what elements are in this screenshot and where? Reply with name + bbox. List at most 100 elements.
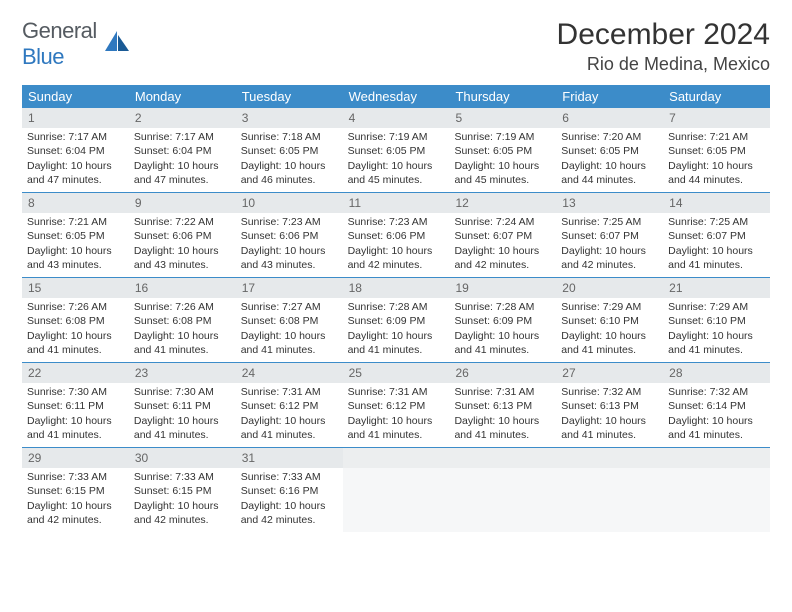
calendar-day: 14Sunrise: 7:25 AMSunset: 6:07 PMDayligh… [663, 193, 770, 277]
sunrise-line: Sunrise: 7:31 AM [241, 385, 338, 399]
day-details: Sunrise: 7:29 AMSunset: 6:10 PMDaylight:… [663, 298, 770, 362]
day-details: Sunrise: 7:23 AMSunset: 6:06 PMDaylight:… [236, 213, 343, 277]
calendar: SundayMondayTuesdayWednesdayThursdayFrid… [22, 85, 770, 532]
daylight-line: Daylight: 10 hours and 44 minutes. [561, 159, 658, 187]
daylight-line: Daylight: 10 hours and 47 minutes. [134, 159, 231, 187]
day-details: Sunrise: 7:31 AMSunset: 6:12 PMDaylight:… [343, 383, 450, 447]
calendar-day: 13Sunrise: 7:25 AMSunset: 6:07 PMDayligh… [556, 193, 663, 277]
sunrise-line: Sunrise: 7:17 AM [27, 130, 124, 144]
day-number: 5 [449, 108, 556, 128]
daylight-line: Daylight: 10 hours and 43 minutes. [27, 244, 124, 272]
sunset-line: Sunset: 6:08 PM [134, 314, 231, 328]
calendar-day: 15Sunrise: 7:26 AMSunset: 6:08 PMDayligh… [22, 278, 129, 362]
sunrise-line: Sunrise: 7:23 AM [348, 215, 445, 229]
day-details: Sunrise: 7:19 AMSunset: 6:05 PMDaylight:… [449, 128, 556, 192]
day-number: 19 [449, 278, 556, 298]
sunset-line: Sunset: 6:07 PM [668, 229, 765, 243]
day-details: Sunrise: 7:17 AMSunset: 6:04 PMDaylight:… [129, 128, 236, 192]
day-details: Sunrise: 7:20 AMSunset: 6:05 PMDaylight:… [556, 128, 663, 192]
day-number: 2 [129, 108, 236, 128]
day-details: Sunrise: 7:26 AMSunset: 6:08 PMDaylight:… [22, 298, 129, 362]
daylight-line: Daylight: 10 hours and 41 minutes. [348, 414, 445, 442]
calendar-day: 26Sunrise: 7:31 AMSunset: 6:13 PMDayligh… [449, 363, 556, 447]
sunset-line: Sunset: 6:04 PM [27, 144, 124, 158]
day-number: 13 [556, 193, 663, 213]
sunset-line: Sunset: 6:06 PM [348, 229, 445, 243]
day-number: 22 [22, 363, 129, 383]
sunrise-line: Sunrise: 7:33 AM [134, 470, 231, 484]
day-number: 4 [343, 108, 450, 128]
calendar-day: 16Sunrise: 7:26 AMSunset: 6:08 PMDayligh… [129, 278, 236, 362]
daylight-line: Daylight: 10 hours and 43 minutes. [241, 244, 338, 272]
day-number: 8 [22, 193, 129, 213]
daylight-line: Daylight: 10 hours and 41 minutes. [668, 244, 765, 272]
day-number: 27 [556, 363, 663, 383]
sunset-line: Sunset: 6:12 PM [241, 399, 338, 413]
calendar-day: 20Sunrise: 7:29 AMSunset: 6:10 PMDayligh… [556, 278, 663, 362]
daylight-line: Daylight: 10 hours and 43 minutes. [134, 244, 231, 272]
sunset-line: Sunset: 6:13 PM [454, 399, 551, 413]
day-details: Sunrise: 7:17 AMSunset: 6:04 PMDaylight:… [22, 128, 129, 192]
calendar-week: 29Sunrise: 7:33 AMSunset: 6:15 PMDayligh… [22, 448, 770, 532]
calendar-day: 25Sunrise: 7:31 AMSunset: 6:12 PMDayligh… [343, 363, 450, 447]
calendar-day: 27Sunrise: 7:32 AMSunset: 6:13 PMDayligh… [556, 363, 663, 447]
day-number: 3 [236, 108, 343, 128]
day-number: 16 [129, 278, 236, 298]
calendar-day: 22Sunrise: 7:30 AMSunset: 6:11 PMDayligh… [22, 363, 129, 447]
calendar-day: 23Sunrise: 7:30 AMSunset: 6:11 PMDayligh… [129, 363, 236, 447]
sunrise-line: Sunrise: 7:28 AM [454, 300, 551, 314]
sunrise-line: Sunrise: 7:30 AM [27, 385, 124, 399]
day-details: Sunrise: 7:31 AMSunset: 6:13 PMDaylight:… [449, 383, 556, 447]
day-number: 9 [129, 193, 236, 213]
daylight-line: Daylight: 10 hours and 42 minutes. [27, 499, 124, 527]
calendar-week: 15Sunrise: 7:26 AMSunset: 6:08 PMDayligh… [22, 278, 770, 363]
daylight-line: Daylight: 10 hours and 41 minutes. [134, 414, 231, 442]
daylight-line: Daylight: 10 hours and 45 minutes. [348, 159, 445, 187]
sunrise-line: Sunrise: 7:18 AM [241, 130, 338, 144]
day-number: 7 [663, 108, 770, 128]
sunset-line: Sunset: 6:15 PM [134, 484, 231, 498]
sunset-line: Sunset: 6:05 PM [27, 229, 124, 243]
calendar-day: 6Sunrise: 7:20 AMSunset: 6:05 PMDaylight… [556, 108, 663, 192]
sunrise-line: Sunrise: 7:19 AM [454, 130, 551, 144]
sunrise-line: Sunrise: 7:23 AM [241, 215, 338, 229]
calendar-day: 10Sunrise: 7:23 AMSunset: 6:06 PMDayligh… [236, 193, 343, 277]
calendar-day: 29Sunrise: 7:33 AMSunset: 6:15 PMDayligh… [22, 448, 129, 532]
day-details: Sunrise: 7:21 AMSunset: 6:05 PMDaylight:… [663, 128, 770, 192]
daylight-line: Daylight: 10 hours and 42 minutes. [348, 244, 445, 272]
daylight-line: Daylight: 10 hours and 42 minutes. [241, 499, 338, 527]
sunset-line: Sunset: 6:07 PM [454, 229, 551, 243]
weekday-header-cell: Tuesday [236, 85, 343, 108]
sunset-line: Sunset: 6:09 PM [348, 314, 445, 328]
daylight-line: Daylight: 10 hours and 47 minutes. [27, 159, 124, 187]
sunrise-line: Sunrise: 7:24 AM [454, 215, 551, 229]
calendar-day: 18Sunrise: 7:28 AMSunset: 6:09 PMDayligh… [343, 278, 450, 362]
sunset-line: Sunset: 6:16 PM [241, 484, 338, 498]
sunrise-line: Sunrise: 7:29 AM [668, 300, 765, 314]
sunrise-line: Sunrise: 7:19 AM [348, 130, 445, 144]
day-details: Sunrise: 7:27 AMSunset: 6:08 PMDaylight:… [236, 298, 343, 362]
daylight-line: Daylight: 10 hours and 45 minutes. [454, 159, 551, 187]
sunrise-line: Sunrise: 7:25 AM [561, 215, 658, 229]
daylight-line: Daylight: 10 hours and 42 minutes. [134, 499, 231, 527]
calendar-day: 8Sunrise: 7:21 AMSunset: 6:05 PMDaylight… [22, 193, 129, 277]
sunset-line: Sunset: 6:06 PM [241, 229, 338, 243]
day-number: 30 [129, 448, 236, 468]
weekday-header-cell: Friday [556, 85, 663, 108]
day-number: 31 [236, 448, 343, 468]
brand-logo: General Blue [22, 18, 131, 70]
day-details: Sunrise: 7:33 AMSunset: 6:16 PMDaylight:… [236, 468, 343, 532]
weekday-header-row: SundayMondayTuesdayWednesdayThursdayFrid… [22, 85, 770, 108]
sunset-line: Sunset: 6:07 PM [561, 229, 658, 243]
day-details: Sunrise: 7:28 AMSunset: 6:09 PMDaylight:… [449, 298, 556, 362]
location-label: Rio de Medina, Mexico [557, 54, 770, 75]
brand-name-2: Blue [22, 44, 64, 69]
day-number: 25 [343, 363, 450, 383]
calendar-day: 17Sunrise: 7:27 AMSunset: 6:08 PMDayligh… [236, 278, 343, 362]
day-details: Sunrise: 7:21 AMSunset: 6:05 PMDaylight:… [22, 213, 129, 277]
day-details: Sunrise: 7:24 AMSunset: 6:07 PMDaylight:… [449, 213, 556, 277]
daylight-line: Daylight: 10 hours and 42 minutes. [454, 244, 551, 272]
sunrise-line: Sunrise: 7:22 AM [134, 215, 231, 229]
calendar-day: 5Sunrise: 7:19 AMSunset: 6:05 PMDaylight… [449, 108, 556, 192]
day-number: 26 [449, 363, 556, 383]
